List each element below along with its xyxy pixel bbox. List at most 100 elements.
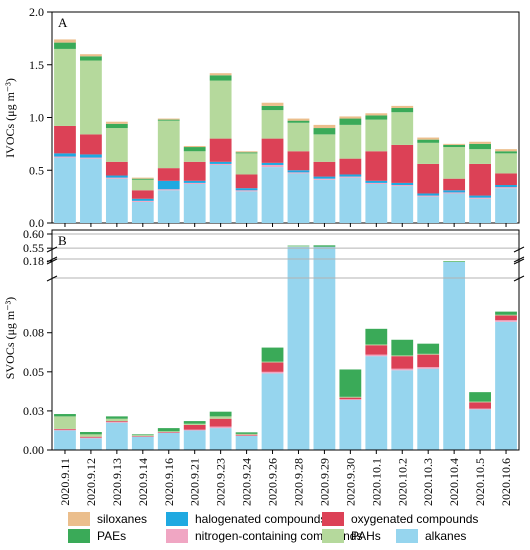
panel-a-bar-paes-10 — [313, 128, 336, 135]
panel-a-bar-pahs-17 — [495, 153, 517, 174]
panel-a-bar-halogenated-2 — [105, 175, 128, 178]
panel-b-bar-alkanes-8 — [261, 373, 284, 450]
panel-b-bar-pahs-15 — [443, 261, 466, 262]
panel-b-bar-oxygenated-7 — [235, 434, 258, 436]
panel-b-bar-pahs-16 — [469, 401, 491, 403]
panel-b-bar-pahs-7 — [235, 433, 258, 435]
panel-a-bar-pahs-9 — [287, 122, 310, 152]
panel-b-bar-paes-13 — [391, 339, 414, 356]
panel-b-bar-pahs-4 — [157, 431, 180, 433]
panel-b-bar-paes-8 — [261, 347, 284, 362]
panel-b-bar-alkanes-2 — [105, 422, 128, 450]
panel-b-bar-paes-17 — [495, 311, 517, 315]
panel-a-bar-pahs-1 — [80, 60, 102, 135]
panel-a-bar-oxygenated-16 — [469, 163, 491, 196]
panel-a-bar-alkanes-8 — [261, 167, 284, 223]
panel-a-bar-halogenated-14 — [417, 193, 440, 196]
x-tick-labels: 2020.9.11 2020.9.12 2020.9.13 2020.9.14 2020… — [58, 458, 513, 506]
panel-b-bar-oxygenated-6 — [209, 418, 232, 427]
panel-b-bar-paes-14 — [417, 343, 440, 354]
panel-b-bar-pahs-17 — [495, 314, 517, 316]
panel-a-bar-nitrogen-6 — [209, 163, 232, 165]
x-tick-label: 2020.9.24 — [240, 458, 254, 506]
panel-a-bar-pahs-7 — [235, 153, 258, 175]
x-tick-label: 2020.10.2 — [395, 458, 409, 506]
panel-a-bar-nitrogen-3 — [131, 200, 154, 202]
panel-a-bar-nitrogen-13 — [391, 185, 414, 187]
panel-b-bar-pahs-9 — [287, 246, 310, 247]
panel-b-bar-nitrogen-1 — [80, 437, 102, 439]
panel-a-bar-nitrogen-2 — [105, 177, 128, 179]
x-tick-label: 2020.10.5 — [473, 458, 487, 506]
x-tick-label: 2020.9.12 — [84, 458, 98, 506]
legend-label-pahs: PAHs — [351, 529, 381, 543]
legend-label-oxygenated: oxygenated compounds — [351, 512, 478, 526]
panel-b-bar-paes-15 — [443, 261, 466, 262]
panel-a-bar-paes-14 — [417, 139, 440, 143]
x-tick-label: 2020.9.30 — [343, 458, 357, 506]
panel-b-bar-paes-3 — [131, 434, 154, 436]
panel-b-bar-nitrogen-4 — [157, 432, 180, 433]
panel-b-ytick-label: 0.55 — [23, 241, 44, 255]
panel-a-bar-oxygenated-10 — [313, 161, 336, 177]
panel-a-bar-nitrogen-8 — [261, 164, 284, 168]
panel-a-bar-nitrogen-10 — [313, 178, 336, 180]
panel-a-bar-pahs-5 — [183, 151, 206, 162]
panel-b-bar-paes-12 — [365, 328, 388, 345]
panel-b-bar-nitrogen-12 — [365, 354, 388, 357]
panel-a-bar-paes-13 — [391, 108, 414, 113]
panel-a-bar-pahs-2 — [105, 128, 128, 162]
panel-b-bar-alkanes-0 — [54, 430, 76, 450]
x-tick-label: 2020.9.16 — [162, 458, 176, 506]
panel-a-bar-alkanes-15 — [443, 193, 466, 223]
panel-b-bar-oxygenated-2 — [105, 421, 128, 422]
legend-label-nitrogen: nitrogen-containing compounds — [195, 529, 362, 543]
panel-a-bar-alkanes-17 — [495, 188, 517, 223]
panel-b-bar-oxygenated-0 — [54, 428, 76, 430]
legend-swatch-paes — [68, 529, 90, 543]
panel-a-bar-siloxanes-11 — [339, 116, 362, 119]
panel-a-bar-oxygenated-7 — [235, 174, 258, 189]
panel-a-bar-paes-1 — [80, 56, 102, 61]
panel-b-bar-nitrogen-6 — [209, 426, 232, 429]
panel-a-bar-paes-11 — [339, 118, 362, 125]
panel-b-bar-pahs-13 — [391, 355, 414, 357]
panel-a-bar-paes-9 — [287, 120, 310, 123]
panel-a-bar-nitrogen-12 — [365, 182, 388, 184]
panel-a-bar-halogenated-7 — [235, 188, 258, 191]
panel-a-bar-alkanes-2 — [105, 178, 128, 223]
panel-b-bar-pahs-11 — [339, 396, 362, 398]
legend-label-halogenated: halogenated compounds — [195, 512, 326, 526]
panel-a-bar-pahs-14 — [417, 142, 440, 164]
legend-swatch-pahs — [322, 529, 344, 543]
panel-b-bar-oxygenated-5 — [183, 424, 206, 430]
panel-a-bar-pahs-10 — [313, 134, 336, 162]
panel-b-ytick-label: 0.03 — [23, 404, 44, 418]
panel-b-bar-nitrogen-16 — [469, 408, 491, 410]
panel-a-bar-oxygenated-17 — [495, 173, 517, 186]
panel-a-bar-halogenated-1 — [80, 154, 102, 158]
panel-a-bar-paes-7 — [235, 152, 258, 154]
panel-a-bar-oxygenated-3 — [131, 190, 154, 199]
panel-b-bar-alkanes-16 — [469, 409, 491, 450]
panel-b-bar-pahs-3 — [131, 435, 154, 436]
panel-a-bar-siloxanes-7 — [235, 151, 258, 153]
panel-a-bar-oxygenated-15 — [443, 178, 466, 191]
panel-a-bar-alkanes-1 — [80, 158, 102, 223]
panel-a-bar-alkanes-0 — [54, 157, 76, 223]
panel-a-bar-alkanes-12 — [365, 183, 388, 223]
panel-b-bar-nitrogen-11 — [339, 399, 362, 400]
panel-b-ytick-label: 0.05 — [23, 365, 44, 379]
panel-b-letter: B — [58, 233, 67, 248]
panel-a-bar-paes-17 — [495, 151, 517, 154]
panel-a-bar-oxygenated-9 — [287, 151, 310, 171]
panel-b-bar-nitrogen-3 — [131, 436, 154, 437]
panel-a-bar-alkanes-3 — [131, 201, 154, 223]
x-tick-label: 2020.9.29 — [317, 458, 331, 506]
panel-a-bar-pahs-4 — [157, 120, 180, 169]
panel-b-bar-alkanes-5 — [183, 430, 206, 450]
panel-a-bar-oxygenated-1 — [80, 134, 102, 155]
panel-a-ytick-label: 0.0 — [29, 216, 44, 230]
panel-b-bar-paes-1 — [80, 432, 102, 435]
